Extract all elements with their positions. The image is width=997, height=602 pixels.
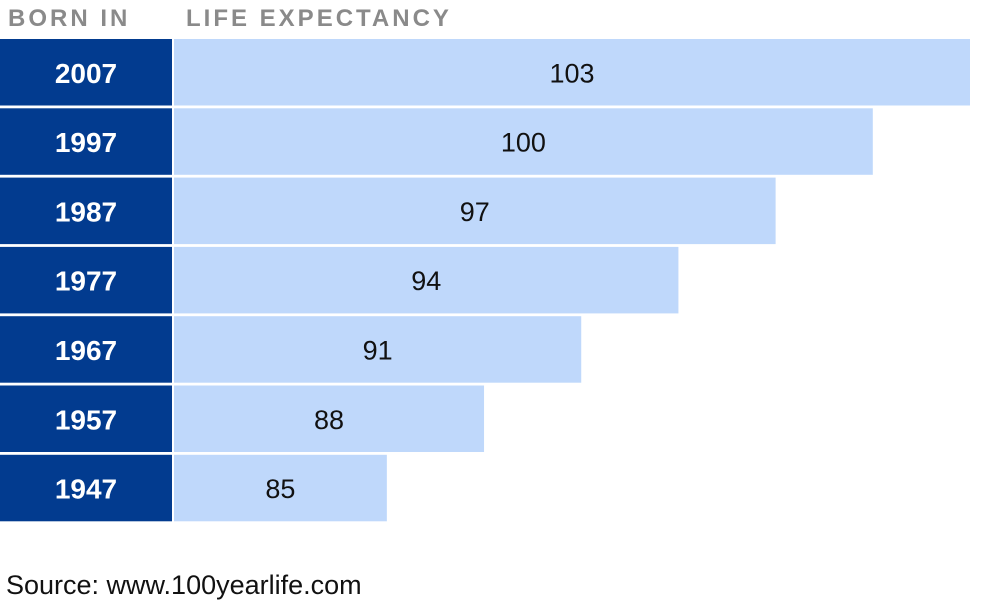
category-cell <box>0 177 172 245</box>
category-cell <box>0 316 172 383</box>
value-label: 94 <box>411 266 441 296</box>
category-label: 1997 <box>55 127 117 158</box>
category-cell <box>0 454 172 522</box>
category-label: 1957 <box>55 404 117 435</box>
bar <box>174 246 679 314</box>
category-label: 1977 <box>55 266 117 297</box>
value-header: LIFE EXPECTANCY <box>186 5 452 32</box>
value-label: 100 <box>501 128 546 158</box>
bar <box>174 454 387 522</box>
bar <box>174 177 776 245</box>
category-label: 1967 <box>55 335 117 366</box>
category-label: 2007 <box>55 58 117 89</box>
category-label: 1947 <box>55 474 117 505</box>
category-cell <box>0 385 172 452</box>
category-header: BORN IN <box>8 5 130 32</box>
bar <box>174 316 582 383</box>
value-label: 97 <box>460 197 490 227</box>
bar <box>174 108 873 175</box>
category-cell <box>0 108 172 175</box>
value-label: 85 <box>265 474 295 504</box>
bar <box>174 39 970 106</box>
category-cell <box>0 246 172 314</box>
category-label: 1987 <box>55 196 117 227</box>
source-note: Source: www.100yearlife.com <box>6 570 362 600</box>
value-label: 88 <box>314 405 344 435</box>
value-label: 91 <box>363 335 393 365</box>
category-cell <box>0 39 172 106</box>
value-label: 103 <box>549 58 594 88</box>
bar <box>174 385 485 452</box>
